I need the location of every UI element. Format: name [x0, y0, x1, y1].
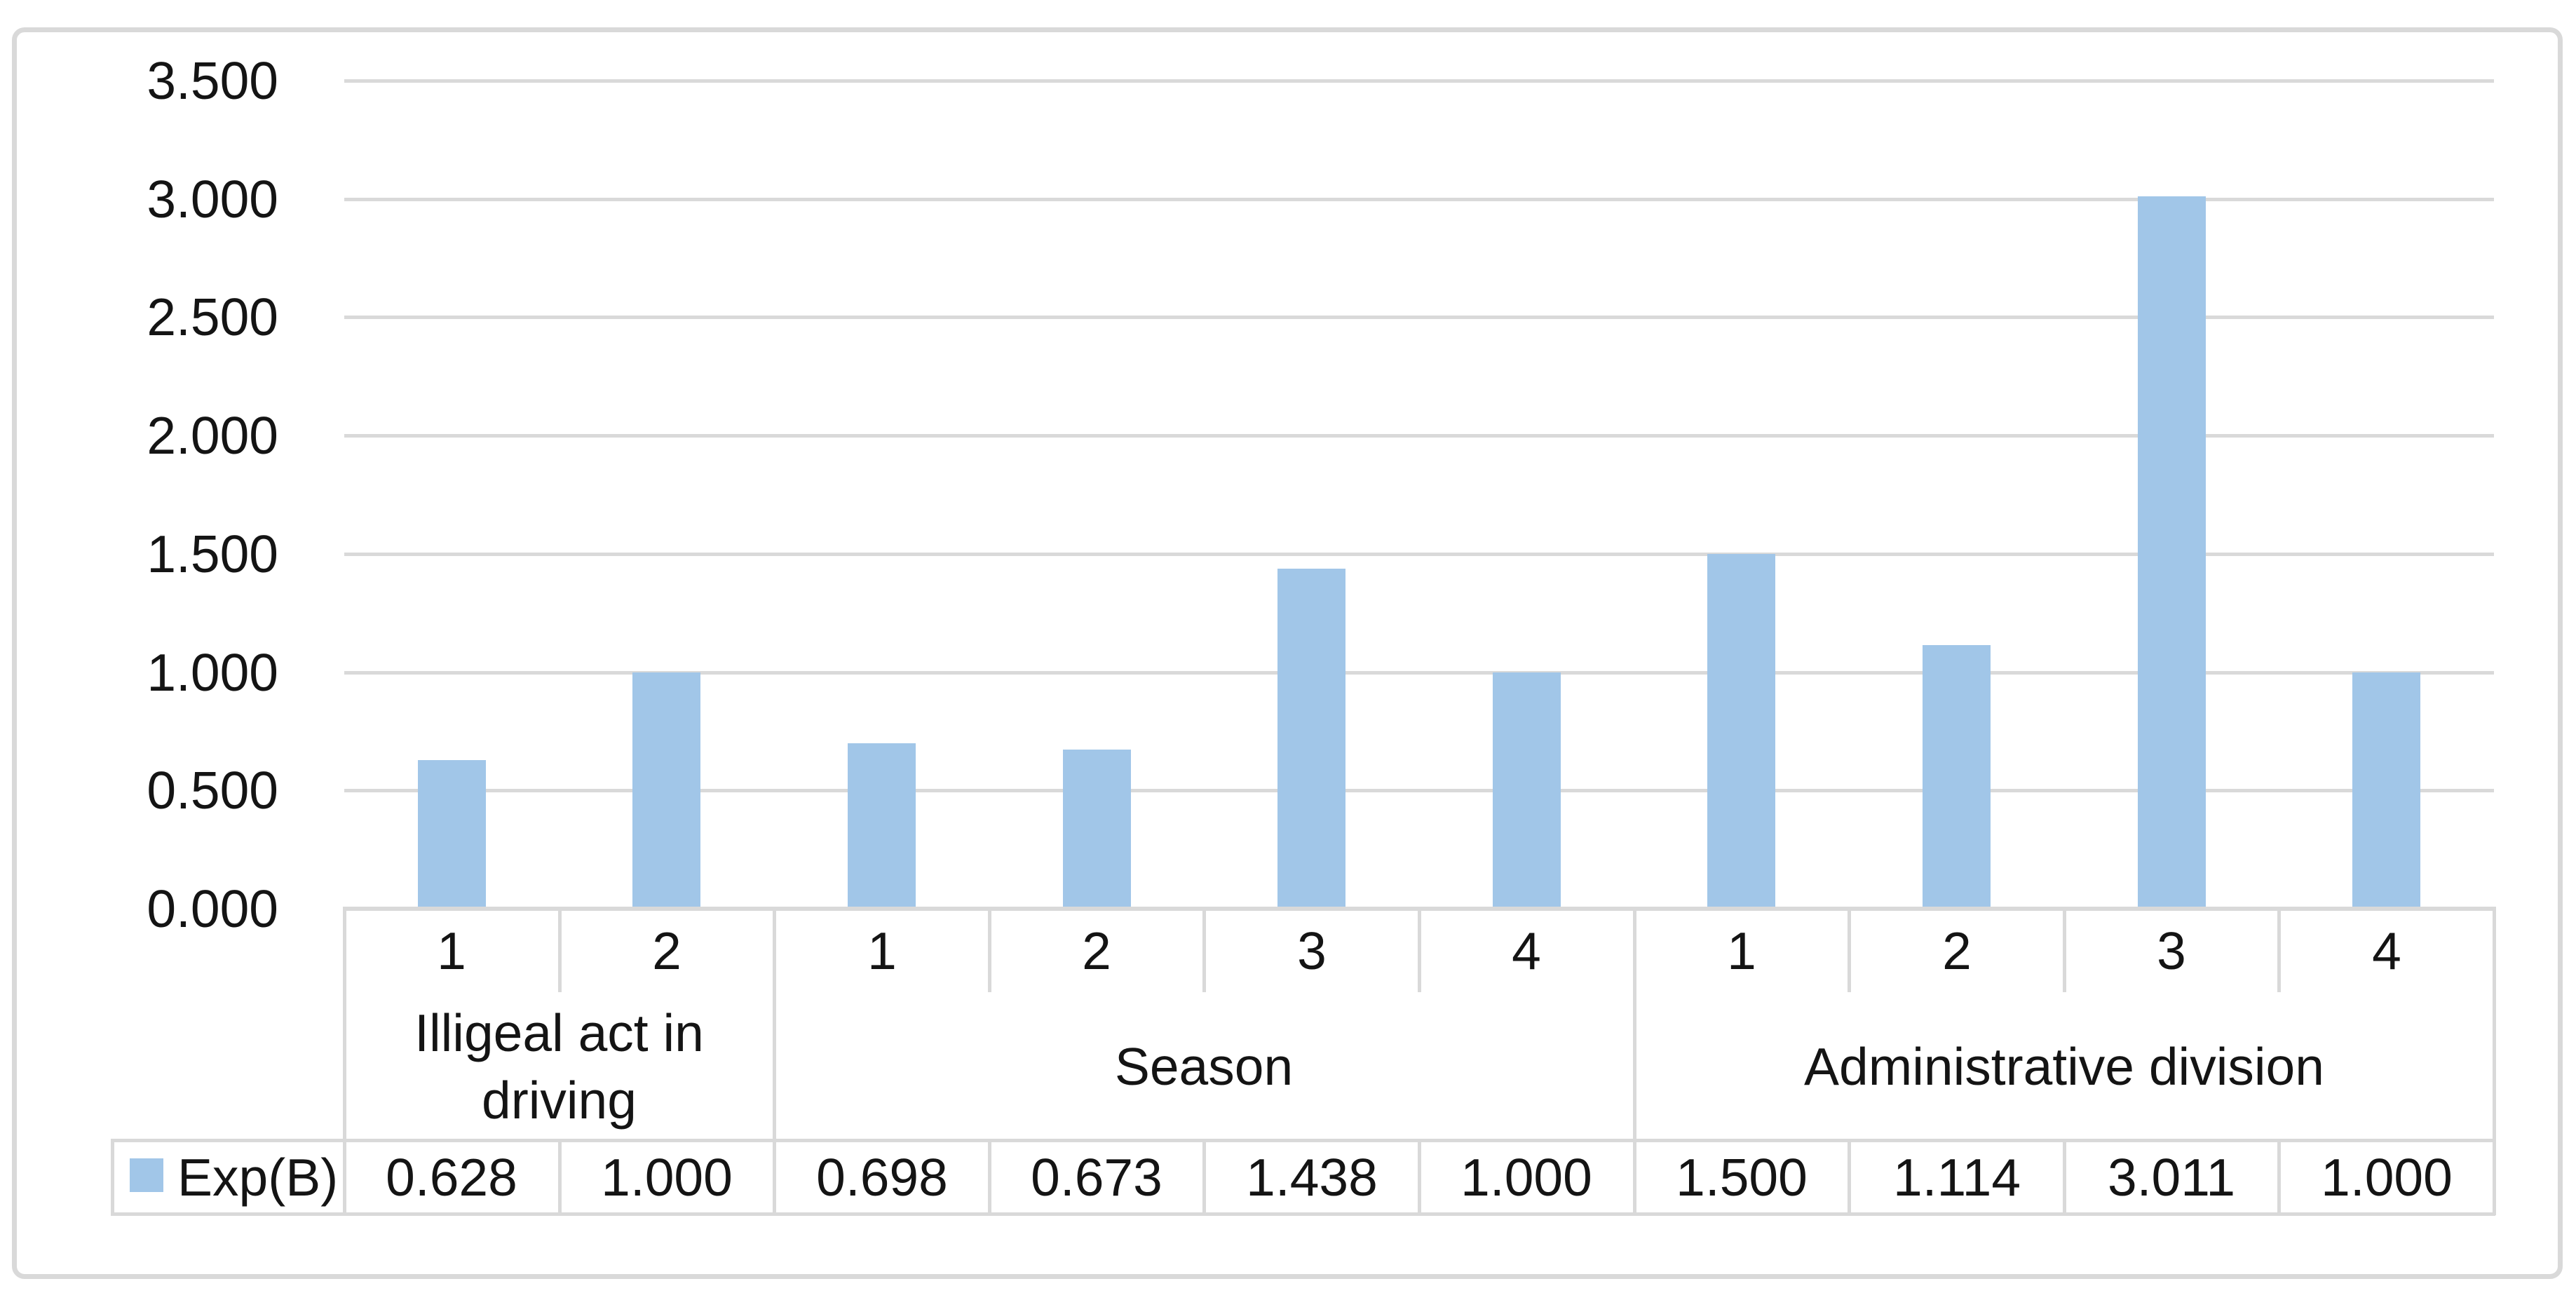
category-label: 3 [1297, 921, 1327, 980]
y-axis-tick-label: 1.500 [147, 524, 278, 583]
gridline [344, 434, 2494, 438]
table-line-group-border [773, 907, 776, 1215]
table-line-value-divider [2063, 1140, 2066, 1214]
y-axis-tick-label: 0.000 [147, 879, 278, 938]
group-label: Season [1114, 1036, 1294, 1096]
category-label: 4 [2372, 921, 2401, 980]
table-line-category-divider [988, 909, 991, 992]
value-cell: 0.698 [816, 1147, 948, 1207]
category-label: 3 [2157, 921, 2186, 980]
table-line-group-border [1633, 907, 1636, 1215]
gridline [344, 198, 2494, 201]
value-cell: 1.000 [2321, 1147, 2453, 1207]
bar [848, 743, 916, 909]
table-line-bottom [111, 1212, 2495, 1216]
category-label: 1 [1727, 921, 1756, 980]
value-cell: 0.628 [386, 1147, 517, 1207]
legend-cell-border [111, 1139, 114, 1215]
category-label: 2 [652, 921, 682, 980]
y-axis-tick-label: 2.500 [147, 287, 278, 346]
y-axis-tick-label: 3.500 [147, 51, 278, 110]
table-line-group-border [343, 907, 346, 1215]
category-label: 2 [1942, 921, 1972, 980]
table-line-value-divider [1202, 1140, 1206, 1214]
category-label: 1 [867, 921, 897, 980]
bar [1277, 569, 1345, 909]
y-axis-tick-label: 1.000 [147, 643, 278, 702]
bar [1493, 672, 1561, 909]
legend-key-swatch [130, 1158, 163, 1192]
table-line-value-divider [1848, 1140, 1851, 1214]
value-cell: 1.500 [1676, 1147, 1808, 1207]
group-label: Illigeal act in driving [414, 1003, 704, 1130]
table-line-value-divider [2277, 1140, 2281, 1214]
value-cell: 3.011 [2107, 1147, 2236, 1207]
table-line-value-divider [1418, 1140, 1421, 1214]
table-line-category-divider [1848, 909, 1851, 992]
table-line-category-divider [2277, 909, 2281, 992]
table-line-category-divider [1202, 909, 1206, 992]
chart-border [12, 27, 2563, 1279]
legend-label: Exp(B) [177, 1147, 339, 1207]
gridline [344, 79, 2494, 83]
gridline [344, 316, 2494, 319]
bar [1063, 750, 1131, 909]
gridline [344, 789, 2494, 792]
category-label: 1 [437, 921, 466, 980]
value-cell: 1.000 [601, 1147, 733, 1207]
bar [2138, 196, 2206, 909]
value-cell: 0.673 [1031, 1147, 1162, 1207]
value-cell: 1.114 [1892, 1147, 2021, 1207]
y-axis-tick-label: 0.500 [147, 761, 278, 820]
category-label: 2 [1082, 921, 1111, 980]
y-axis-tick-label: 3.000 [147, 170, 278, 229]
category-label: 4 [1512, 921, 1541, 980]
table-line-group-border [2493, 907, 2496, 1215]
table-line-category-divider [558, 909, 562, 992]
bar [632, 672, 700, 909]
bar [1707, 554, 1775, 909]
table-line-value-divider [558, 1140, 562, 1214]
value-cell: 1.000 [1460, 1147, 1592, 1207]
table-line-value-divider [988, 1140, 991, 1214]
table-line-category-divider [2063, 909, 2066, 992]
table-line-category-divider [1418, 909, 1421, 992]
table-line-values-top [111, 1139, 2495, 1142]
bar [1923, 645, 1991, 909]
value-cell: 1.438 [1246, 1147, 1378, 1207]
bar [418, 760, 486, 909]
y-axis-tick-label: 2.000 [147, 406, 278, 465]
gridline [344, 671, 2494, 675]
bar [2352, 672, 2420, 909]
gridline [344, 553, 2494, 556]
group-label: Administrative division [1804, 1036, 2324, 1096]
